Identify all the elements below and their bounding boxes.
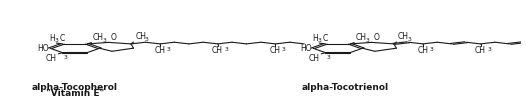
Text: CH: CH — [212, 46, 223, 55]
Text: HO: HO — [300, 44, 312, 53]
Text: 3: 3 — [318, 38, 321, 43]
Text: 3: 3 — [167, 47, 170, 52]
Text: HO: HO — [37, 44, 49, 53]
Text: H: H — [312, 33, 318, 43]
Text: alpha-Tocopherol: alpha-Tocopherol — [32, 83, 118, 92]
Text: O: O — [110, 33, 116, 42]
Text: 3: 3 — [327, 55, 330, 60]
Text: CH: CH — [309, 54, 320, 63]
Text: CH: CH — [46, 54, 57, 63]
Text: H: H — [49, 33, 55, 43]
Text: 3: 3 — [487, 47, 491, 52]
Text: 3: 3 — [282, 47, 286, 52]
Text: 3: 3 — [366, 38, 369, 43]
Text: C: C — [60, 33, 65, 43]
Text: 3: 3 — [145, 37, 149, 42]
Text: O: O — [373, 33, 379, 42]
Text: CH: CH — [93, 33, 104, 42]
Text: 3: 3 — [64, 55, 67, 60]
Text: 3: 3 — [103, 38, 107, 43]
Text: 3: 3 — [408, 37, 412, 42]
Text: CH: CH — [475, 46, 486, 55]
Text: 3: 3 — [224, 47, 228, 52]
Text: CH: CH — [155, 46, 165, 55]
Text: alpha-Tocotrienol: alpha-Tocotrienol — [302, 83, 389, 92]
Text: CH: CH — [270, 46, 281, 55]
Text: 3: 3 — [430, 47, 433, 52]
Text: 3: 3 — [55, 38, 58, 43]
Text: CH: CH — [356, 33, 367, 42]
Text: C: C — [323, 33, 328, 43]
Text: "Vitamin E": "Vitamin E" — [46, 89, 104, 98]
Text: CH: CH — [135, 33, 146, 42]
Text: CH: CH — [398, 33, 409, 42]
Text: CH: CH — [417, 46, 428, 55]
